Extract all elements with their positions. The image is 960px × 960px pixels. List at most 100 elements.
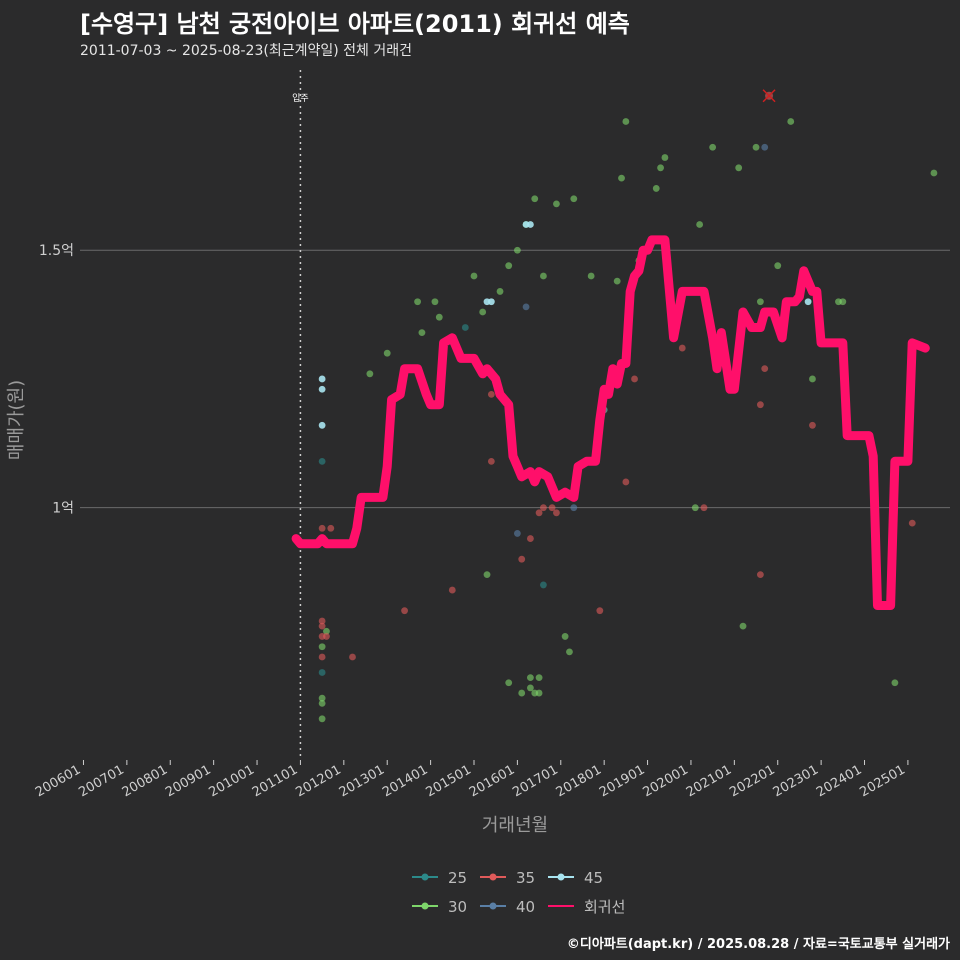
data-point-35 <box>318 617 326 625</box>
data-point-30 <box>657 164 664 172</box>
data-point-35 <box>318 524 326 532</box>
x-tick-label: 201301 <box>337 762 387 800</box>
data-point-35 <box>622 478 630 486</box>
regression-line <box>291 235 930 610</box>
data-point-25 <box>461 324 469 331</box>
data-point-35 <box>487 457 495 465</box>
y-tick-label: 1억 <box>52 501 74 517</box>
y-axis-title: 매매가(원) <box>6 380 27 460</box>
data-point-30 <box>318 699 326 707</box>
data-point-30 <box>696 221 704 228</box>
x-tick-label: 200701 <box>76 762 126 800</box>
legend-label: 40 <box>516 898 535 916</box>
x-tick-label: 201701 <box>510 762 560 800</box>
x-tick-label: 201401 <box>380 762 430 800</box>
data-point-35 <box>678 344 686 352</box>
x-tick-label: 201901 <box>597 762 647 800</box>
data-point-35 <box>318 653 326 661</box>
legend-key-point <box>489 873 497 881</box>
data-point-30 <box>479 308 487 316</box>
x-tick-label: 201001 <box>207 762 257 800</box>
data-point-30 <box>366 370 374 378</box>
x-tick-label: 200901 <box>163 762 213 800</box>
data-point-30 <box>414 298 421 306</box>
data-point-40 <box>513 530 521 537</box>
x-tick-label: 202401 <box>814 762 864 800</box>
excluded-cross <box>762 89 776 103</box>
chart-subtitle: 2011-07-03 ~ 2025-08-23(최근계약일) 전체 거래건 <box>80 43 412 59</box>
data-point-30 <box>518 689 526 697</box>
x-tick-label: 201201 <box>293 762 343 800</box>
data-point-30 <box>470 272 478 280</box>
data-point-45 <box>527 221 534 228</box>
legend-key-point <box>421 902 429 910</box>
data-point-35 <box>809 421 816 429</box>
data-point-30 <box>431 298 439 306</box>
data-point-35 <box>487 391 495 398</box>
data-point-30 <box>531 195 539 203</box>
x-tick-label: 202001 <box>640 762 690 800</box>
x-axis-title: 거래년월 <box>482 815 548 836</box>
chart-title: [수영구] 남천 궁전아이브 아파트(2011) 회귀선 예측 <box>80 10 630 38</box>
data-point-30 <box>505 262 513 270</box>
data-point-25 <box>540 581 547 589</box>
data-point-40 <box>522 303 530 311</box>
data-point-35 <box>448 586 456 594</box>
data-point-30 <box>652 185 660 192</box>
data-point-30 <box>513 246 521 254</box>
data-point-35 <box>700 504 708 512</box>
legend-label: 회귀선 <box>584 898 625 916</box>
data-point-30 <box>709 143 717 151</box>
data-point-35 <box>756 401 764 409</box>
data-point-30 <box>535 689 543 697</box>
move-in-label: 입주 <box>292 92 309 104</box>
data-point-30 <box>774 262 782 270</box>
data-point-45 <box>318 385 326 393</box>
data-point-35 <box>323 633 330 640</box>
move-in-marker: 입주 <box>292 70 309 760</box>
legend-item-35: 35 <box>480 869 535 887</box>
source-caption: ©디아파트(dapt.kr) / 2025.08.28 / 자료=국토교통부 실… <box>566 937 950 952</box>
legend-key-point <box>557 873 565 881</box>
data-point-35 <box>596 607 604 615</box>
data-point-35 <box>548 504 556 512</box>
x-tick-label: 202501 <box>857 762 907 800</box>
data-point-35 <box>535 509 543 517</box>
data-point-30 <box>566 648 573 656</box>
data-point-30 <box>383 349 391 357</box>
data-point-30 <box>323 627 330 635</box>
legend-label: 25 <box>448 869 467 887</box>
data-point-30 <box>318 694 326 702</box>
data-point-30 <box>318 643 326 651</box>
legend-key-point <box>421 873 429 881</box>
data-point-40 <box>570 504 578 512</box>
data-point-30 <box>618 174 625 182</box>
data-point-30 <box>318 715 326 723</box>
data-point-30 <box>809 375 816 383</box>
data-point-30 <box>839 298 847 306</box>
data-point-35 <box>761 365 769 373</box>
data-point-30 <box>527 674 534 682</box>
data-point-30 <box>570 195 578 203</box>
x-tick-label: 201801 <box>554 762 604 800</box>
data-point-30 <box>505 679 513 687</box>
legend: 25 30 35 40 45 회귀선 <box>412 869 625 916</box>
data-point-30 <box>418 329 426 337</box>
x-tick-label: 201501 <box>424 762 474 800</box>
data-point-35 <box>318 622 326 630</box>
data-point-30 <box>435 313 443 321</box>
data-point-35 <box>631 375 638 383</box>
legend-key-point <box>489 902 497 910</box>
legend-label: 35 <box>516 869 535 887</box>
x-tick-label: 201601 <box>467 762 517 800</box>
data-point-45 <box>487 298 495 306</box>
legend-label: 30 <box>448 898 467 916</box>
excluded-cross-stroke <box>762 89 776 103</box>
data-point-40 <box>761 143 769 151</box>
data-point-30 <box>622 118 630 125</box>
data-point-35 <box>756 571 764 579</box>
legend-item-25: 25 <box>412 869 467 887</box>
data-point-30 <box>540 272 547 280</box>
data-point-30 <box>735 164 743 172</box>
